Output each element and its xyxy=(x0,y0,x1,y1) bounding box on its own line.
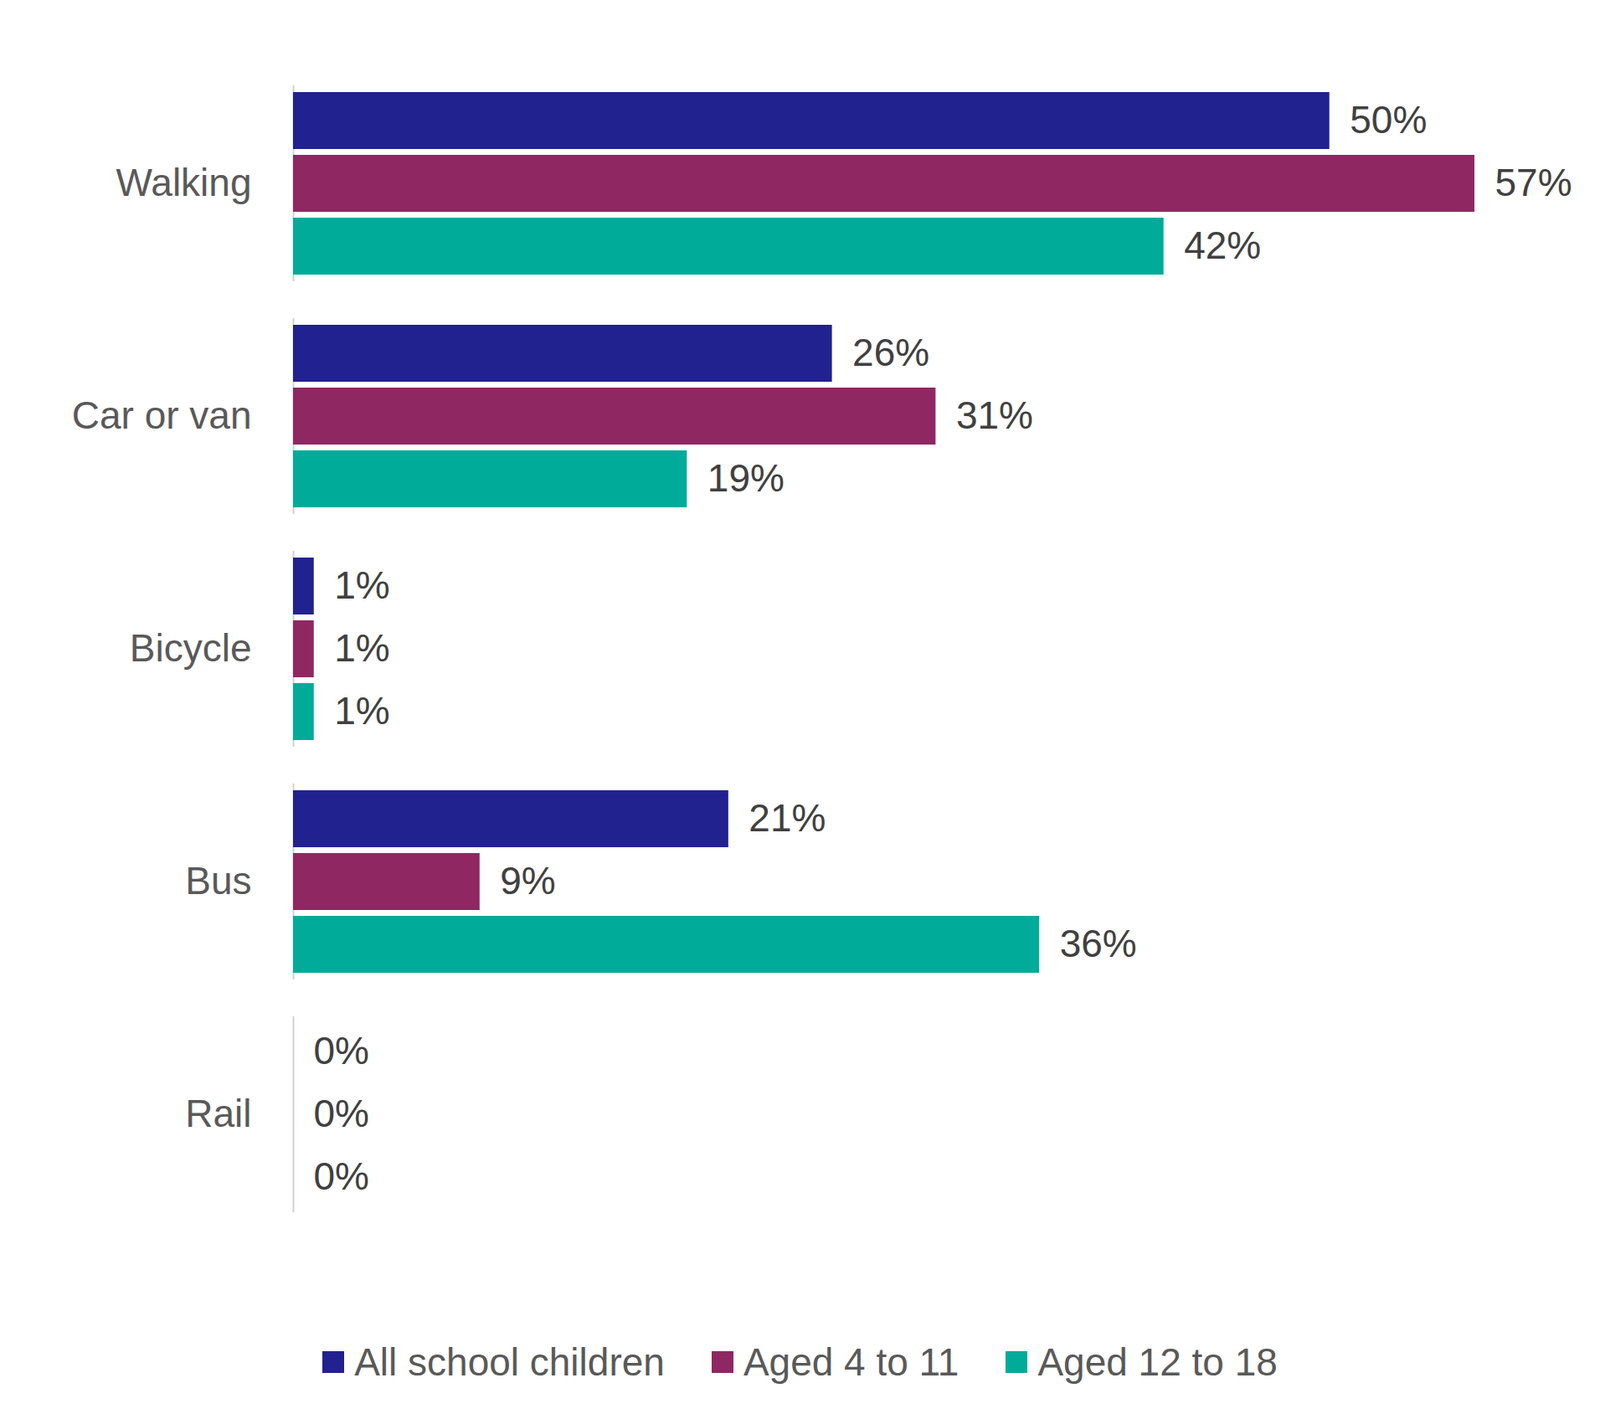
svg-text:36%: 36% xyxy=(1059,921,1137,966)
svg-text:1%: 1% xyxy=(334,689,390,733)
svg-text:9%: 9% xyxy=(499,859,556,903)
svg-text:Bicycle: Bicycle xyxy=(129,626,253,670)
svg-text:1%: 1% xyxy=(334,563,390,608)
svg-text:0%: 0% xyxy=(313,1091,370,1136)
svg-text:1%: 1% xyxy=(334,626,390,670)
svg-text:57%: 57% xyxy=(1495,160,1573,205)
svg-text:Car or van: Car or van xyxy=(72,393,253,438)
html-text:Aged 4 to 11: Aged 4 to 11 xyxy=(743,1340,959,1384)
svg-text:19%: 19% xyxy=(707,456,785,500)
svg-text:Rail: Rail xyxy=(185,1091,252,1136)
svg-text:0%: 0% xyxy=(313,1154,370,1199)
html-text:Aged 12 to 18: Aged 12 to 18 xyxy=(1037,1340,1278,1384)
svg-text:0%: 0% xyxy=(313,1028,370,1073)
svg-text:Walking: Walking xyxy=(116,160,253,205)
svg-text:42%: 42% xyxy=(1183,223,1261,268)
svg-text:31%: 31% xyxy=(956,393,1034,438)
svg-text:26%: 26% xyxy=(852,330,930,375)
svg-text:21%: 21% xyxy=(748,796,826,840)
svg-text:Bus: Bus xyxy=(185,859,252,903)
svg-text:50%: 50% xyxy=(1349,97,1427,142)
html-text:All school children: All school children xyxy=(354,1340,665,1384)
